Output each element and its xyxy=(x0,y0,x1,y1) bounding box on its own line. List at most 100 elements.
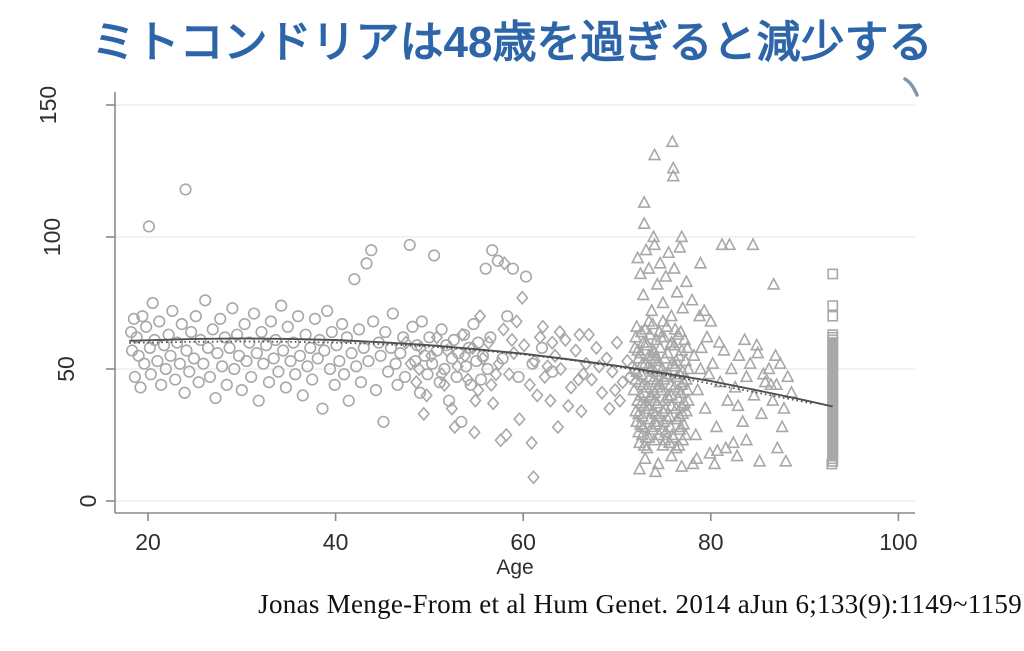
point-elderly-cohort-triangles xyxy=(657,372,671,385)
point-mid-cohort-diamonds xyxy=(438,377,451,393)
point-mid-cohort-diamonds xyxy=(582,327,596,342)
point-young-cohort-circles xyxy=(464,378,477,391)
point-young-cohort-circles xyxy=(289,368,302,381)
point-elderly-cohort-triangles xyxy=(724,361,739,375)
citation-text: Jonas Menge-From et al Hum Genet. 2014 a… xyxy=(258,589,1022,619)
point-elderly-cohort-triangles xyxy=(779,453,793,467)
point-mid-cohort-diamonds xyxy=(466,340,479,356)
point-elderly-cohort-triangles xyxy=(690,382,705,396)
point-young-cohort-circles xyxy=(276,344,290,357)
point-elderly-cohort-triangles xyxy=(685,292,699,306)
point-young-cohort-circles xyxy=(474,373,488,386)
point-young-cohort-circles xyxy=(192,376,205,389)
point-elderly-cohort-triangles xyxy=(638,451,652,464)
point-elderly-cohort-triangles xyxy=(642,430,656,443)
point-young-cohort-circles xyxy=(162,328,175,341)
point-mid-cohort-diamonds xyxy=(435,367,448,382)
point-young-cohort-circles xyxy=(391,378,404,391)
point-young-cohort-circles xyxy=(398,370,412,384)
point-young-cohort-circles xyxy=(512,370,525,384)
point-mid-cohort-diamonds xyxy=(603,401,616,416)
point-mid-cohort-diamonds xyxy=(404,356,417,371)
x-tick-label-100: 100 xyxy=(879,529,917,555)
point-elderly-cohort-triangles xyxy=(670,411,684,425)
point-mid-cohort-diamonds xyxy=(564,380,578,395)
point-elderly-cohort-triangles xyxy=(750,345,765,359)
point-elderly-cohort-triangles xyxy=(675,432,690,446)
point-elderly-cohort-triangles xyxy=(637,195,651,208)
point-young-cohort-circles xyxy=(486,244,499,257)
point-elderly-cohort-triangles xyxy=(694,340,709,354)
point-elderly-cohort-triangles xyxy=(675,300,690,314)
point-elderly-cohort-triangles xyxy=(642,261,656,274)
point-young-cohort-circles xyxy=(127,312,141,325)
point-elderly-cohort-triangles xyxy=(665,356,680,369)
point-mid-cohort-diamonds xyxy=(486,396,500,411)
point-young-cohort-circles xyxy=(354,376,368,389)
point-mid-cohort-diamonds xyxy=(417,406,431,422)
stray-pen-mark-icon xyxy=(903,77,919,97)
point-young-cohort-circles xyxy=(275,299,288,312)
point-mid-cohort-diamonds xyxy=(410,374,423,390)
point-young-cohort-circles xyxy=(345,347,358,360)
point-young-cohort-circles xyxy=(328,378,341,391)
point-elderly-cohort-triangles xyxy=(712,335,726,348)
point-elderly-cohort-triangles xyxy=(637,216,651,229)
point-mid-cohort-diamonds xyxy=(523,377,537,393)
point-young-cohort-circles xyxy=(260,339,273,352)
point-elderly-cohort-triangles xyxy=(732,348,746,361)
point-elderly-cohort-triangles xyxy=(675,406,690,420)
point-mid-cohort-diamonds xyxy=(492,356,506,371)
point-elderly-cohort-triangles xyxy=(650,379,665,393)
point-elderly-cohort-triangles xyxy=(765,393,780,406)
point-mid-cohort-diamonds xyxy=(531,388,544,403)
point-elderly-cohort-triangles xyxy=(720,393,735,406)
point-elderly-cohort-triangles xyxy=(631,350,646,364)
point-young-cohort-circles xyxy=(238,318,251,331)
point-young-cohort-circles xyxy=(301,360,314,373)
point-young-cohort-circles xyxy=(352,323,366,336)
x-axis-title: Age xyxy=(496,556,534,579)
point-young-cohort-circles xyxy=(140,320,153,333)
point-young-cohort-circles xyxy=(272,365,285,378)
point-young-cohort-circles xyxy=(175,318,188,331)
point-elderly-cohort-triangles xyxy=(663,337,678,351)
point-elderly-cohort-triangles xyxy=(697,303,711,317)
point-elderly-cohort-triangles xyxy=(645,316,660,330)
point-elderly-cohort-triangles xyxy=(647,147,662,161)
point-young-cohort-circles xyxy=(506,262,519,275)
point-elderly-cohort-triangles xyxy=(635,356,650,369)
point-elderly-cohort-triangles xyxy=(679,403,694,417)
point-elderly-cohort-triangles xyxy=(659,401,673,414)
point-young-cohort-circles xyxy=(250,347,263,360)
point-elderly-cohort-triangles xyxy=(677,332,692,346)
point-elderly-cohort-triangles xyxy=(650,277,665,290)
point-elderly-cohort-triangles xyxy=(739,432,754,446)
point-young-cohort-circles xyxy=(216,360,229,373)
point-young-cohort-circles xyxy=(316,402,329,415)
point-mid-cohort-diamonds xyxy=(528,353,541,369)
point-young-cohort-circles xyxy=(197,357,210,370)
point-elderly-cohort-triangles xyxy=(637,438,651,451)
point-young-cohort-circles xyxy=(394,347,407,360)
point-elderly-cohort-triangles xyxy=(632,461,647,475)
point-elderly-cohort-triangles xyxy=(664,448,679,462)
point-mid-cohort-diamonds xyxy=(494,433,507,448)
point-elderly-cohort-triangles xyxy=(659,269,673,282)
point-mid-cohort-diamonds xyxy=(425,348,438,364)
point-young-cohort-circles xyxy=(144,368,157,381)
point-mid-cohort-diamonds xyxy=(553,324,567,340)
point-mid-cohort-diamonds xyxy=(575,404,588,419)
point-young-cohort-circles xyxy=(472,336,485,349)
point-young-cohort-circles xyxy=(199,294,212,307)
point-mid-cohort-diamonds xyxy=(554,361,567,377)
point-mid-cohort-diamonds xyxy=(399,335,413,350)
point-young-cohort-circles xyxy=(218,331,232,344)
point-young-cohort-circles xyxy=(397,331,410,344)
point-elderly-cohort-triangles xyxy=(670,284,684,298)
point-mid-cohort-diamonds xyxy=(572,372,585,387)
point-mid-cohort-diamonds xyxy=(516,290,529,305)
point-elderly-cohort-triangles xyxy=(630,250,645,264)
point-elderly-cohort-triangles xyxy=(665,134,680,148)
point-elderly-cohort-triangles xyxy=(722,237,737,251)
